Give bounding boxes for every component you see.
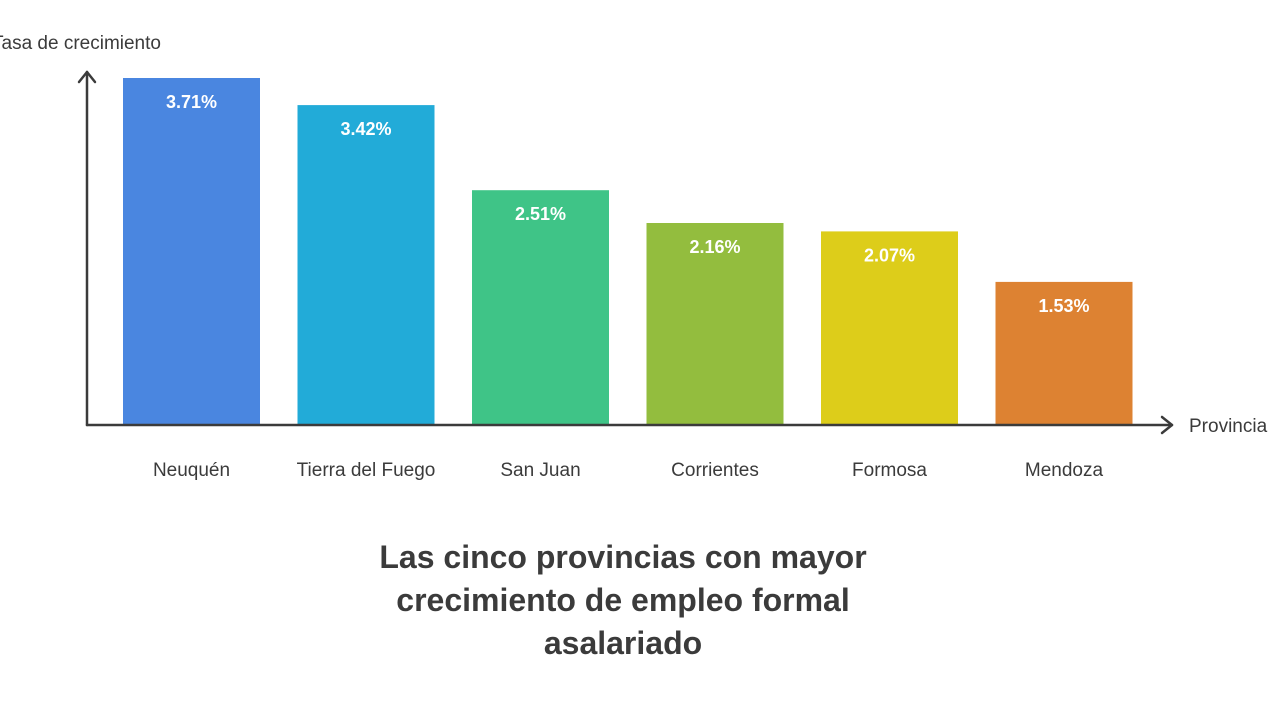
bar-value-label: 2.16% xyxy=(689,237,740,257)
x-tick-label: Tierra del Fuego xyxy=(297,460,436,481)
y-axis-label: Tasa de crecimiento xyxy=(0,33,161,54)
bar-value-label: 1.53% xyxy=(1038,296,1089,316)
x-axis-arrowhead xyxy=(1160,415,1174,435)
bar-chart: 3.71% 3.42% 2.51% 2.16% 2.07% 1.53% Neuquén Ti… xyxy=(0,33,1268,481)
bar xyxy=(821,231,958,425)
bar-value-label: 3.42% xyxy=(340,119,391,139)
bar-value-label: 3.71% xyxy=(166,92,217,112)
chart-title: Las cinco provincias con mayor crecimien… xyxy=(379,539,867,661)
x-axis-label: Provincia xyxy=(1189,416,1268,437)
bar xyxy=(646,223,784,425)
bar xyxy=(123,78,260,425)
bar xyxy=(297,105,435,425)
x-tick-label: San Juan xyxy=(500,460,580,481)
y-axis-arrowhead xyxy=(77,70,97,84)
bar xyxy=(995,281,1133,425)
value-labels-group: 3.71% 3.42% 2.51% 2.16% 2.07% 1.53% xyxy=(166,92,1090,316)
x-tick-label: Neuquén xyxy=(153,460,230,481)
bar xyxy=(472,190,609,425)
x-tick-label: Corrientes xyxy=(671,460,759,481)
tick-labels-group: Neuquén Tierra del Fuego San Juan Corriente… xyxy=(153,460,1104,481)
x-tick-label: Formosa xyxy=(852,460,927,481)
bars-group xyxy=(123,78,1133,425)
bar-value-label: 2.51% xyxy=(515,204,566,224)
bar-value-label: 2.07% xyxy=(864,245,915,265)
x-tick-label: Mendoza xyxy=(1025,460,1104,481)
